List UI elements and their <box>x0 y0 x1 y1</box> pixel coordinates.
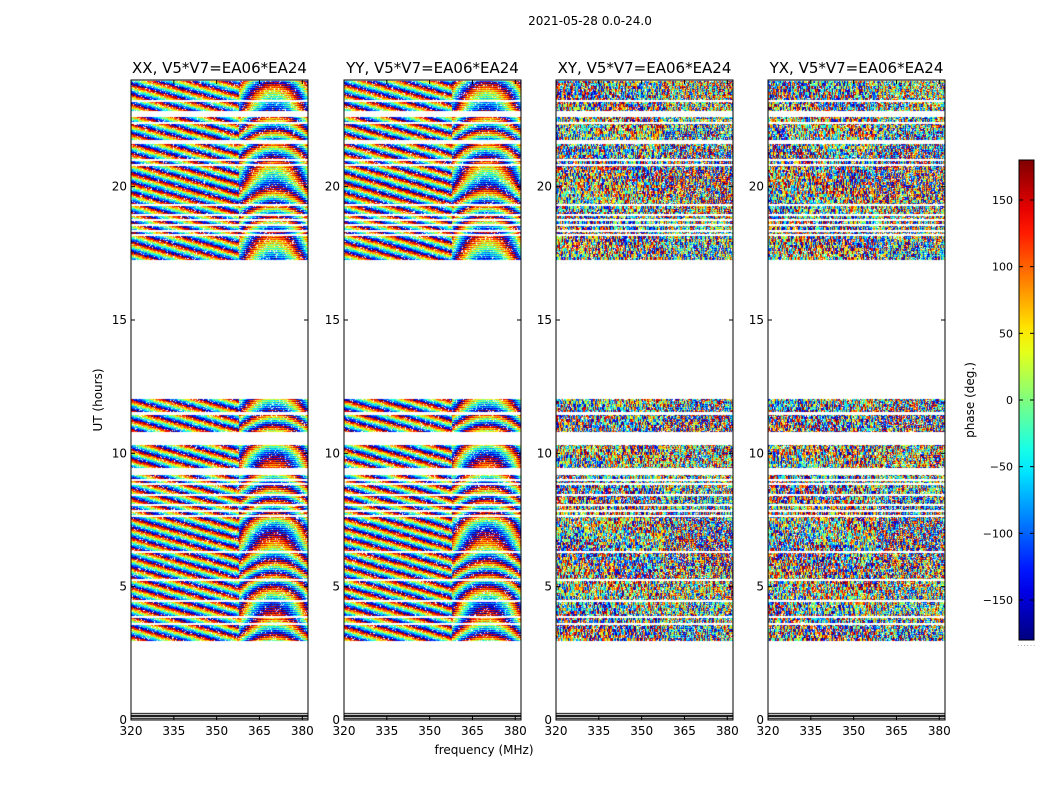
y-tick-label: 15 <box>537 313 552 327</box>
y-tick-label: 10 <box>112 446 127 460</box>
colorbar-tick-label: −150 <box>983 594 1013 607</box>
y-tick-label: 0 <box>544 713 552 727</box>
x-tick-label: 365 <box>673 724 696 738</box>
y-tick-label: 10 <box>537 446 552 460</box>
panel-title: XX, V5*V7=EA06*EA24 <box>132 59 307 77</box>
x-tick-label: 365 <box>461 724 484 738</box>
x-tick-label: 320 <box>757 724 780 738</box>
y-tick-label: 15 <box>112 313 127 327</box>
x-tick-label: 350 <box>418 724 441 738</box>
colorbar-tick-label: 50 <box>999 327 1013 340</box>
x-tick-label: 380 <box>504 724 527 738</box>
phase-heatmap <box>344 80 521 720</box>
x-tick-label: 320 <box>545 724 568 738</box>
panel-xy: XY, V5*V7=EA06*EA24 320 335 350 365 380 0 5 10 15… <box>537 59 739 738</box>
x-tick-label: 335 <box>375 724 398 738</box>
panel-frame <box>767 79 946 721</box>
x-tick-label: 350 <box>842 724 865 738</box>
phase-heatmap <box>556 80 733 720</box>
x-tick-label: 320 <box>333 724 356 738</box>
colorbar: 150 100 50 0 −50 −100 −150 <box>983 159 1035 641</box>
phase-heatmap <box>768 80 945 720</box>
panel-frame <box>343 79 522 721</box>
x-tick-label: 335 <box>799 724 822 738</box>
x-tick-label: 335 <box>587 724 610 738</box>
y-tick-label: 5 <box>332 580 340 594</box>
panel-title: XY, V5*V7=EA06*EA24 <box>558 59 732 77</box>
figure-suptitle: 2021-05-28 0.0-24.0 <box>528 14 652 28</box>
colorbar-tick-label: −100 <box>983 527 1013 540</box>
x-tick-label: 320 <box>120 724 143 738</box>
panel-xx: XX, V5*V7=EA06*EA24 320 335 350 365 380 0 5 10 15… <box>112 59 314 738</box>
panel-yy: YY, V5*V7=EA06*EA24 320 335 350 365 380 0 5 10 15… <box>325 59 527 738</box>
y-tick-label: 0 <box>332 713 340 727</box>
y-tick-label: 5 <box>119 580 127 594</box>
panel-title: YY, V5*V7=EA06*EA24 <box>345 59 519 77</box>
colorbar-tick-label: −50 <box>990 461 1013 474</box>
x-tick-label: 335 <box>162 724 185 738</box>
panel-title: YX, V5*V7=EA06*EA24 <box>769 59 944 77</box>
x-tick-label: 380 <box>291 724 314 738</box>
x-axis-label: frequency (MHz) <box>434 743 534 757</box>
colorbar-tick-label: 0 <box>1006 394 1013 407</box>
x-tick-label: 350 <box>205 724 228 738</box>
x-tick-label: 350 <box>630 724 653 738</box>
y-tick-label: 10 <box>325 446 340 460</box>
x-tick-label: 365 <box>885 724 908 738</box>
y-tick-label: 5 <box>756 580 764 594</box>
x-tick-label: 380 <box>716 724 739 738</box>
panel-frame <box>130 79 309 721</box>
y-tick-label: 20 <box>537 180 552 194</box>
y-tick-label: 0 <box>756 713 764 727</box>
y-tick-label: 15 <box>325 313 340 327</box>
x-tick-label: 365 <box>248 724 271 738</box>
colorbar-footer: ...... <box>1017 640 1037 648</box>
x-tick-label: 380 <box>928 724 951 738</box>
colorbar-tick-label: 100 <box>992 261 1013 274</box>
y-tick-label: 20 <box>325 180 340 194</box>
y-tick-label: 15 <box>749 313 764 327</box>
y-tick-label: 20 <box>112 180 127 194</box>
y-tick-label: 5 <box>544 580 552 594</box>
y-tick-label: 20 <box>749 180 764 194</box>
phase-heatmap <box>131 80 308 720</box>
panel-yx: YX, V5*V7=EA06*EA24 320 335 350 365 380 0 5 10 15… <box>749 59 951 738</box>
colorbar-tick-label: 150 <box>992 194 1013 207</box>
y-tick-label: 0 <box>119 713 127 727</box>
panel-frame <box>555 79 734 721</box>
y-tick-label: 10 <box>749 446 764 460</box>
